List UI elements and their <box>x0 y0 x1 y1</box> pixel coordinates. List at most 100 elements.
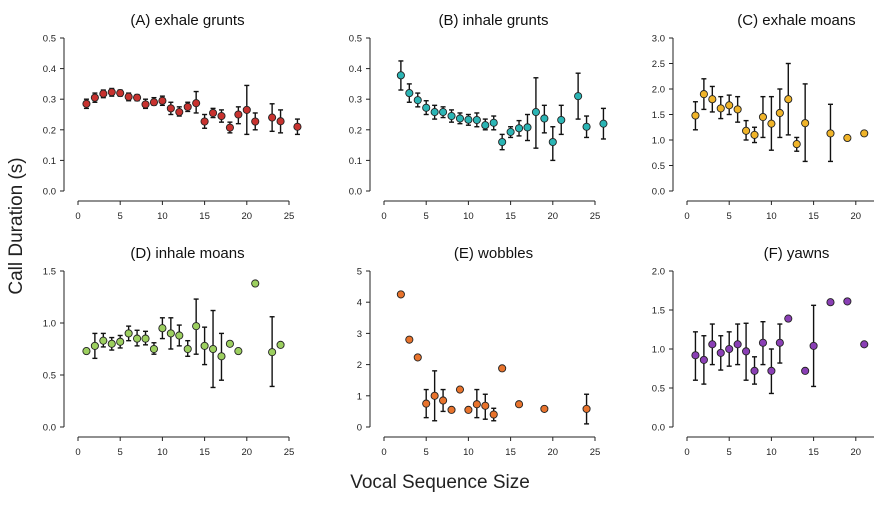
data-point <box>489 118 498 127</box>
data-point <box>767 119 776 128</box>
x-tick-label: 10 <box>157 447 168 458</box>
data-point <box>234 347 243 356</box>
data-point <box>217 352 226 361</box>
panel-3: (D) inhale moans 0.0 0.5 1.0 1.5 0 5 10 15 20 25 <box>43 245 295 458</box>
data-point <box>540 404 549 413</box>
data-point <box>166 104 175 113</box>
x-tick-label: 10 <box>157 211 168 222</box>
x-tick-label: 10 <box>463 447 474 458</box>
x-tick-label: 0 <box>684 447 689 458</box>
data-point <box>843 133 852 143</box>
data-point <box>447 405 456 414</box>
data-point <box>523 123 532 132</box>
panel-title: (F) yawns <box>764 245 830 262</box>
x-tick-label: 5 <box>424 211 429 222</box>
data-point <box>276 117 285 126</box>
x-tick-label: 5 <box>424 447 429 458</box>
data-point <box>99 336 108 345</box>
data-point <box>481 401 490 410</box>
y-tick-label: 0 <box>357 423 362 434</box>
y-tick-label: 0.0 <box>43 187 56 198</box>
x-tick-label: 15 <box>199 211 210 222</box>
y-tick-label: 0.5 <box>43 34 56 45</box>
panel-title: (C) exhale moans <box>737 12 855 29</box>
panel-2: (C) exhale moans 0.0 0.5 1.0 1.5 2.0 2.5 3.0 0 5 1… <box>652 12 874 222</box>
data-point <box>82 99 91 108</box>
x-axis-label: Vocal Sequence Size <box>350 472 530 493</box>
y-tick-label: 3 <box>357 329 362 340</box>
data-point <box>767 366 776 375</box>
data-point <box>455 385 465 394</box>
x-tick-label: 5 <box>727 447 732 458</box>
data-point <box>716 348 725 357</box>
data-point <box>725 101 734 110</box>
data-point <box>268 348 277 357</box>
data-point <box>506 127 515 136</box>
x-tick-label: 15 <box>808 447 819 458</box>
panel-title: (D) inhale moans <box>130 245 244 262</box>
x-tick-label: 0 <box>684 211 689 222</box>
data-point <box>708 95 717 104</box>
data-point <box>90 341 99 350</box>
data-point <box>293 122 302 131</box>
data-point <box>396 71 405 80</box>
x-tick-label: 25 <box>590 447 601 458</box>
y-tick-label: 1.0 <box>43 319 56 330</box>
data-point <box>158 324 167 333</box>
data-point <box>481 121 490 130</box>
data-point <box>133 93 142 102</box>
x-tick-label: 20 <box>548 211 559 222</box>
data-point <box>149 98 159 107</box>
y-tick-label: 0.1 <box>43 156 56 167</box>
data-point <box>472 400 481 409</box>
data-point <box>430 108 439 117</box>
x-tick-label: 20 <box>242 447 253 458</box>
data-point <box>691 351 700 360</box>
data-point <box>116 337 125 346</box>
data-point <box>801 366 810 375</box>
data-point <box>166 329 175 338</box>
y-tick-label: 2.5 <box>652 59 665 70</box>
data-point <box>217 111 226 121</box>
data-point <box>82 347 91 356</box>
data-point <box>208 108 218 118</box>
data-point <box>775 108 784 118</box>
y-tick-label: 0.1 <box>349 156 362 167</box>
data-point <box>422 399 431 408</box>
data-point <box>514 400 524 409</box>
data-point <box>531 108 540 117</box>
y-tick-label: 0.2 <box>349 125 362 136</box>
data-point <box>99 89 108 98</box>
y-tick-label: 2.0 <box>652 267 665 278</box>
data-point <box>413 96 422 105</box>
y-tick-label: 0.0 <box>652 423 665 434</box>
data-point <box>498 137 507 147</box>
data-point <box>405 335 414 344</box>
data-point <box>175 108 184 117</box>
data-point <box>801 119 810 128</box>
data-point <box>498 364 507 373</box>
y-tick-label: 0.0 <box>349 187 362 198</box>
data-point <box>107 339 116 348</box>
x-tick-label: 20 <box>242 211 253 222</box>
data-point <box>750 130 759 139</box>
data-point <box>447 111 456 121</box>
y-tick-label: 1.5 <box>43 267 56 278</box>
x-tick-label: 5 <box>118 211 123 222</box>
x-tick-label: 25 <box>284 447 295 458</box>
data-point <box>708 340 717 349</box>
data-point <box>826 298 835 307</box>
x-tick-label: 0 <box>75 447 80 458</box>
data-point <box>413 353 422 362</box>
data-point <box>699 90 708 99</box>
data-point <box>742 126 751 135</box>
y-tick-label: 2.0 <box>652 85 665 96</box>
data-point <box>268 113 277 122</box>
data-point <box>242 105 251 114</box>
data-point <box>758 338 768 347</box>
y-tick-label: 0.0 <box>652 187 665 198</box>
y-tick-label: 1.0 <box>652 345 665 356</box>
y-tick-label: 0.2 <box>43 125 56 136</box>
panel-0: (A) exhale grunts 0.0 0.1 0.2 0.3 0.4 0.5 0 5 10 1… <box>43 12 302 222</box>
